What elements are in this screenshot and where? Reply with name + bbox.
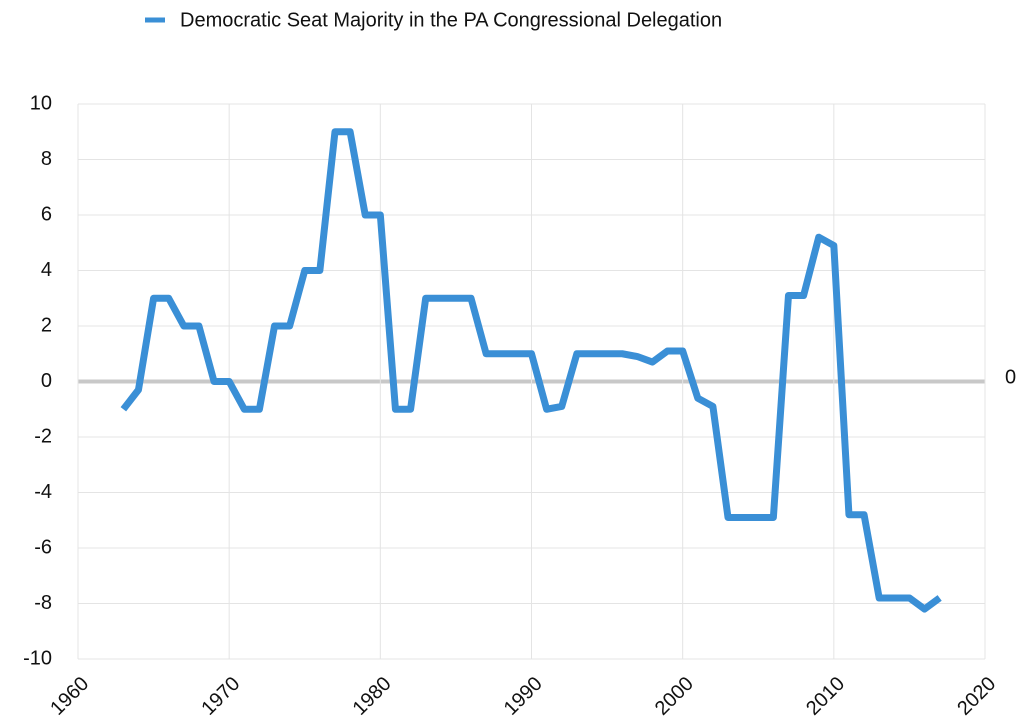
y-tick-label: 2 [41,314,52,336]
x-tick-label: 2010 [802,673,849,720]
data-line [120,128,942,613]
y-tick-label: -8 [34,592,52,614]
x-tick-label: 2020 [953,673,1000,720]
annotation: 0 [1005,366,1016,388]
x-tick-label: 1960 [46,673,93,720]
legend-label: Democratic Seat Majority in the PA Congr… [180,9,722,31]
y-tick-label: -4 [34,481,52,503]
x-tick-label: 1980 [349,673,396,720]
y-tick-label: 4 [41,259,52,281]
y-tick-label: -6 [34,536,52,558]
y-tick-label: 6 [41,203,52,225]
x-tick-label: 1990 [500,673,547,720]
x-tick-label: 1970 [197,673,244,720]
y-tick-label: -10 [23,647,52,669]
y-tick-label: 10 [30,92,52,114]
y-tick-label: 0 [41,370,52,392]
y-tick-label: -2 [34,425,52,447]
x-tick-label: 2000 [651,673,698,720]
y-tick-label: 8 [41,148,52,170]
